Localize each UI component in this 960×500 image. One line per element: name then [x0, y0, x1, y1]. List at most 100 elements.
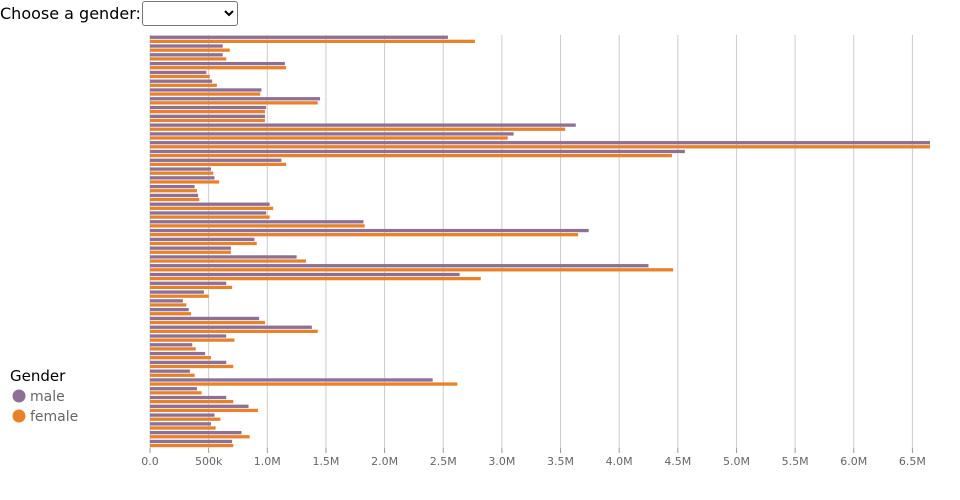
female-bar[interactable] [150, 215, 270, 219]
female-bar[interactable] [150, 391, 202, 395]
female-bar[interactable] [150, 206, 274, 210]
female-bar[interactable] [150, 268, 674, 272]
male-bar[interactable] [150, 132, 514, 136]
male-bar[interactable] [150, 395, 227, 400]
male-bar[interactable] [150, 211, 267, 215]
male-bar[interactable] [150, 272, 460, 277]
female-bar[interactable] [150, 426, 216, 430]
male-bar[interactable] [150, 246, 231, 250]
female-bar[interactable] [150, 241, 257, 246]
male-bar[interactable] [150, 422, 211, 426]
gender-select[interactable] [141, 0, 238, 26]
female-bar[interactable] [150, 197, 200, 202]
male-bar[interactable] [150, 79, 213, 83]
male-bar[interactable] [150, 308, 189, 312]
male-bar[interactable] [150, 61, 285, 66]
legend-swatch-male[interactable] [12, 389, 26, 403]
male-bar[interactable] [150, 351, 206, 356]
female-bar[interactable] [150, 180, 220, 184]
female-bar[interactable] [150, 312, 192, 316]
legend-label-male[interactable]: male [30, 389, 65, 405]
male-bar[interactable] [150, 387, 197, 391]
female-bar[interactable] [150, 92, 261, 96]
male-bar[interactable] [150, 255, 297, 259]
male-bar[interactable] [150, 299, 183, 303]
female-bar[interactable] [150, 373, 195, 377]
male-bar[interactable] [150, 53, 223, 57]
male-bar[interactable] [150, 316, 260, 321]
male-bar[interactable] [150, 431, 242, 435]
female-bar[interactable] [150, 303, 187, 307]
legend-swatch-female[interactable] [12, 409, 26, 423]
female-bar[interactable] [150, 39, 475, 43]
female-bar[interactable] [150, 233, 579, 237]
female-bar[interactable] [150, 101, 318, 105]
female-bar[interactable] [150, 48, 230, 52]
male-bar[interactable] [150, 281, 227, 285]
female-bar[interactable] [150, 408, 258, 413]
male-bar[interactable] [150, 97, 321, 101]
male-bar[interactable] [150, 290, 204, 294]
female-bar[interactable] [150, 329, 318, 333]
female-bar[interactable] [150, 110, 265, 114]
female-bar[interactable] [150, 382, 458, 386]
female-bar[interactable] [150, 338, 235, 342]
male-bar[interactable] [150, 220, 364, 224]
female-bar[interactable] [150, 145, 930, 149]
female-bar[interactable] [150, 435, 250, 439]
female-bar[interactable] [150, 171, 214, 175]
male-bar[interactable] [150, 123, 576, 127]
male-bar[interactable] [150, 35, 448, 39]
female-bar[interactable] [150, 347, 196, 351]
male-bar[interactable] [150, 167, 211, 171]
male-bar[interactable] [150, 360, 227, 365]
female-bar[interactable] [150, 127, 566, 131]
male-bar[interactable] [150, 404, 249, 408]
female-bar[interactable] [150, 417, 221, 421]
male-bar[interactable] [150, 149, 685, 154]
female-bar[interactable] [150, 285, 233, 290]
male-bar[interactable] [150, 202, 270, 206]
male-bar[interactable] [150, 264, 649, 268]
male-bar[interactable] [150, 114, 265, 118]
legend-label-female[interactable]: female [30, 409, 78, 425]
female-bar[interactable] [150, 320, 265, 325]
male-bar[interactable] [150, 334, 227, 338]
male-bar[interactable] [150, 325, 312, 329]
female-bar[interactable] [150, 356, 211, 360]
male-bar[interactable] [150, 343, 193, 347]
female-bar[interactable] [150, 74, 210, 79]
female-bar[interactable] [150, 224, 365, 228]
female-bar[interactable] [150, 189, 197, 193]
male-bar[interactable] [150, 88, 262, 92]
female-bar[interactable] [150, 57, 227, 61]
male-bar[interactable] [150, 184, 195, 189]
female-bar[interactable] [150, 118, 265, 123]
gender-select-label: Choose a gender: [0, 3, 141, 23]
female-bar[interactable] [150, 83, 217, 87]
female-bar[interactable] [150, 66, 287, 70]
male-bar[interactable] [150, 105, 267, 110]
female-bar[interactable] [150, 364, 234, 369]
female-bar[interactable] [150, 250, 231, 254]
male-bar[interactable] [150, 70, 207, 75]
male-bar[interactable] [150, 237, 255, 242]
male-bar[interactable] [150, 413, 215, 417]
male-bar[interactable] [150, 369, 190, 373]
male-bar[interactable] [150, 439, 233, 444]
female-bar[interactable] [150, 136, 508, 140]
female-bar[interactable] [150, 294, 209, 298]
female-bar[interactable] [150, 259, 306, 263]
female-bar[interactable] [150, 443, 234, 448]
male-bar[interactable] [150, 378, 433, 382]
male-bar[interactable] [150, 141, 930, 145]
female-bar[interactable] [150, 276, 481, 281]
male-bar[interactable] [150, 44, 223, 48]
female-bar[interactable] [150, 399, 234, 404]
female-bar[interactable] [150, 153, 672, 158]
male-bar[interactable] [150, 158, 282, 162]
male-bar[interactable] [150, 176, 215, 180]
male-bar[interactable] [150, 193, 199, 198]
male-bar[interactable] [150, 228, 589, 233]
female-bar[interactable] [150, 162, 287, 167]
